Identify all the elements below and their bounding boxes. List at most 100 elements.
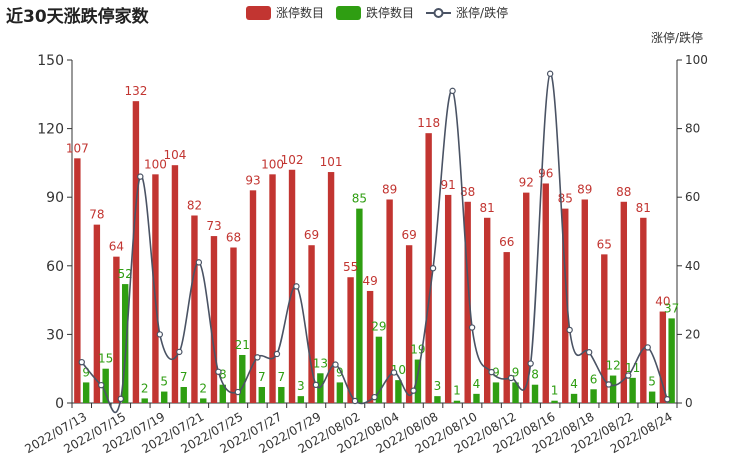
bar-label-limit-down: 9 [512,365,520,379]
bar-limit-down [258,386,266,403]
bar-label-limit-down: 3 [297,379,305,393]
legend: 涨停数目 跌停数目 涨停/跌停 [246,4,508,21]
bar-limit-up [366,290,374,403]
legend-swatch-limit-down [336,5,362,20]
bar-label-limit-down: 1 [551,384,559,398]
bar-limit-up [425,133,432,403]
y-left-tick-label: 120 [37,122,64,138]
ratio-point [488,368,495,376]
bar-label-limit-up: 89 [382,182,397,196]
y-right-tick-label: 20 [685,327,700,341]
bar-label-limit-up: 49 [362,274,377,288]
bar-limit-down [473,393,480,403]
bar-label-limit-down: 52 [118,267,133,281]
bar-label-limit-up: 107 [66,141,89,155]
ratio-point [156,331,164,338]
bar-label-limit-up: 89 [577,182,592,196]
ratio-point [449,87,456,95]
ratio-point [78,358,85,366]
bar-limit-down [239,354,246,403]
bar-label-limit-down: 5 [160,375,168,389]
ratio-point [273,350,281,358]
y-left-tick-label: 90 [46,190,64,206]
bar-limit-down [161,391,168,403]
bar-label-limit-down: 13 [313,356,328,370]
bar-limit-down [141,398,148,403]
legend-label-ratio: 涨停/跌停 [456,6,509,20]
bar-label-limit-up: 69 [304,228,319,242]
bar-label-limit-up: 40 [655,295,670,309]
y-right-axis-label: 涨停/跌停 [651,30,703,45]
bar-label-limit-up: 101 [320,155,343,169]
ratio-point [566,326,573,334]
bar-limit-up [620,201,628,403]
bar-limit-up [288,169,296,403]
bar-limit-up [581,199,588,403]
bar-label-limit-up: 88 [460,185,475,199]
bar-label-limit-down: 8 [531,368,539,382]
bar-label-limit-down: 2 [141,381,149,395]
bar-limit-down [668,318,675,403]
bar-limit-down [200,398,207,403]
ratio-point [664,396,671,403]
bar-limit-down [356,208,363,403]
bar-limit-down [414,359,422,403]
bar-label-limit-up: 104 [163,148,186,162]
bar-label-limit-down: 85 [352,192,367,206]
bar-label-limit-up: 69 [401,228,416,242]
bar-limit-down [336,382,344,403]
bar-limit-up [191,215,198,403]
bar-limit-up [230,247,237,403]
ratio-point [293,283,300,290]
bar-limit-up [249,190,257,403]
bar-label-limit-up: 132 [124,84,147,98]
bar-limit-up [171,165,179,403]
ratio-point [390,369,398,376]
bar-limit-down [278,386,285,403]
bar-label-limit-up: 73 [206,219,221,233]
legend-item-limit-up[interactable]: 涨停数目 [246,4,324,21]
legend-item-ratio[interactable]: 涨停/跌停 [426,4,508,21]
y-left-tick-label: 60 [46,259,64,275]
y-right-tick-label: 100 [685,53,708,67]
ratio-point [429,265,437,272]
bar-label-limit-down: 3 [434,379,442,393]
bar-limit-up [386,199,393,403]
ratio-point [117,395,124,403]
y-right-tick-label: 80 [685,122,700,136]
bar-limit-up [93,224,101,403]
legend-item-limit-down[interactable]: 跌停数目 [336,4,414,21]
ratio-point [312,381,320,389]
bar-limit-down [590,389,597,403]
bar-limit-down [317,373,324,403]
ratio-point [176,348,183,356]
bar-limit-up [659,311,667,403]
bar-limit-up [601,254,608,403]
ratio-point [215,368,222,375]
bar-label-limit-down: 37 [664,301,679,315]
bar-limit-down [453,400,461,403]
bar-label-limit-up: 81 [636,201,651,215]
ratio-point [137,173,144,180]
bar-label-limit-down: 4 [473,377,481,391]
bar-limit-up [327,172,335,403]
bar-label-limit-up: 82 [187,198,202,212]
bar-label-limit-up: 100 [144,157,167,171]
y-right-tick-label: 40 [685,259,700,273]
bar-limit-down [434,396,441,403]
bar-label-limit-down: 5 [648,375,656,389]
legend-label-limit-down: 跌停数目 [366,6,415,20]
ratio-line [81,72,668,414]
bar-label-limit-down: 1 [453,384,461,398]
y-left-tick-label: 150 [37,53,64,69]
ratio-point [468,324,476,331]
bar-label-limit-down: 6 [590,372,598,386]
bar-limit-up [405,245,413,403]
bar-limit-up [210,236,218,403]
bar-limit-up [269,174,276,403]
ratio-point [98,381,105,389]
ratio-point [546,70,554,77]
bar-label-limit-up: 68 [226,231,241,245]
bar-label-limit-up: 81 [480,201,495,215]
